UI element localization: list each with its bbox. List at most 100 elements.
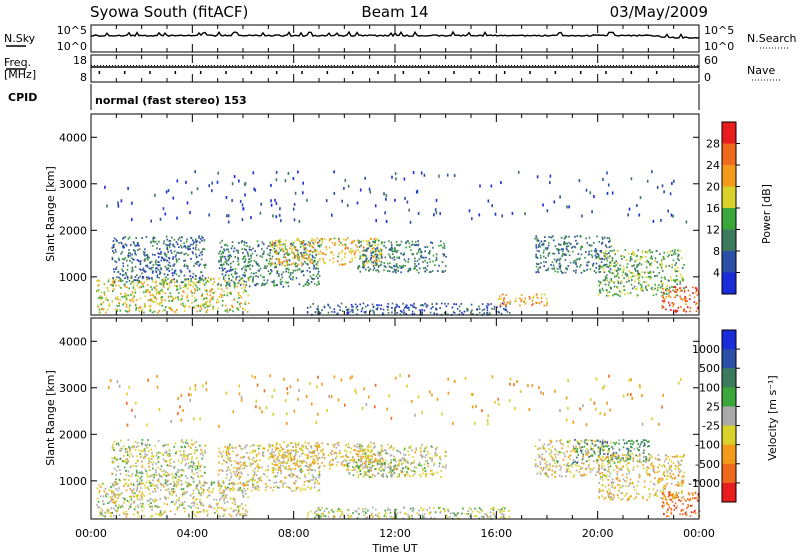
power-cell xyxy=(662,300,664,302)
power-cell xyxy=(389,266,391,268)
power-cell xyxy=(143,291,145,293)
power-cell xyxy=(311,238,313,240)
velocity-cell xyxy=(111,512,113,514)
power-cell xyxy=(561,237,563,239)
power-cell xyxy=(589,237,591,239)
power-cell xyxy=(274,245,276,247)
velocity-cell xyxy=(348,469,350,471)
nave-dot xyxy=(682,65,683,66)
velocity-cell xyxy=(329,462,331,464)
velocity-cell xyxy=(290,476,292,478)
power-cell xyxy=(113,288,115,290)
velocity-cell xyxy=(295,453,297,455)
power-cell xyxy=(680,290,682,292)
power-cell xyxy=(197,289,199,291)
velocity-cell xyxy=(170,458,172,460)
velocity-cell xyxy=(207,489,209,491)
power-cell xyxy=(335,242,337,244)
power-cell xyxy=(539,243,541,245)
velocity-cell xyxy=(164,460,166,462)
velocity-cell xyxy=(253,460,255,462)
velocity-cell xyxy=(222,470,224,472)
velocity-cell xyxy=(232,447,234,449)
power-cell xyxy=(173,265,175,267)
power-cell xyxy=(172,298,174,300)
power-cell xyxy=(104,292,106,294)
power-cell xyxy=(363,254,365,256)
velocity-cell xyxy=(196,488,198,490)
power-cell xyxy=(113,252,115,254)
velocity-cell xyxy=(188,482,190,484)
velocity-cell xyxy=(312,456,314,458)
velocity-cell xyxy=(224,486,226,488)
power-cell xyxy=(577,243,579,245)
velocity-cell xyxy=(216,510,218,512)
power-cell xyxy=(116,240,118,242)
power-cell xyxy=(244,248,246,250)
power-cell xyxy=(328,312,330,314)
velocity-cell xyxy=(214,512,216,514)
power-cell xyxy=(192,281,194,283)
power-cell xyxy=(343,239,345,241)
velocity-cell xyxy=(280,470,282,472)
power-cell xyxy=(98,284,100,286)
nave-dot xyxy=(178,65,179,66)
power-cell xyxy=(554,253,556,255)
power-cell xyxy=(168,264,170,266)
power-cell xyxy=(599,289,601,291)
velocity-cell xyxy=(156,455,158,457)
power-cell xyxy=(118,280,120,282)
power-cell xyxy=(616,270,618,272)
power-cell xyxy=(416,253,418,255)
power-cell xyxy=(667,285,669,287)
velocity-cell xyxy=(296,444,298,446)
velocity-cell xyxy=(217,507,219,509)
power-cell xyxy=(314,266,316,268)
power-cell xyxy=(595,272,597,274)
power-cell xyxy=(392,271,394,273)
nave-dot xyxy=(607,65,608,66)
power-cell xyxy=(291,245,293,247)
power-cell xyxy=(137,279,139,281)
power-cell xyxy=(569,242,571,244)
velocity-cell xyxy=(194,449,196,451)
power-cell xyxy=(689,294,691,296)
velocity-cell xyxy=(184,446,186,448)
velocity-cell xyxy=(171,501,173,503)
power-cell xyxy=(301,258,303,260)
power-cell xyxy=(112,258,114,260)
velocity-cell xyxy=(193,514,195,516)
velocity-cell xyxy=(298,443,300,445)
velocity-cell xyxy=(167,472,169,474)
power-cell xyxy=(139,287,141,289)
velocity-cell xyxy=(256,465,258,467)
velocity-cell xyxy=(103,495,105,497)
power-cell xyxy=(617,262,619,264)
power-cell xyxy=(221,295,223,297)
power-cell xyxy=(385,257,387,259)
velocity-cell xyxy=(141,479,143,481)
velocity-cell xyxy=(119,479,121,481)
power-cell xyxy=(285,179,287,182)
power-cell xyxy=(627,292,629,294)
power-cell xyxy=(606,289,608,291)
power-cell xyxy=(276,264,278,266)
velocity-cell xyxy=(166,481,168,483)
velocity-cell xyxy=(198,492,200,494)
nave-dot xyxy=(529,65,530,66)
power-cell xyxy=(647,271,649,273)
power-cell xyxy=(273,285,275,287)
power-cell xyxy=(164,278,166,280)
power-cell xyxy=(296,238,298,240)
velocity-cell xyxy=(258,489,260,491)
power-cell xyxy=(305,252,307,254)
velocity-cell xyxy=(336,456,338,458)
velocity-cell xyxy=(98,484,100,486)
velocity-cell xyxy=(265,489,267,491)
power-cell xyxy=(433,213,435,216)
power-cell xyxy=(263,251,265,253)
power-cell xyxy=(401,241,403,243)
power-cell xyxy=(351,306,353,308)
power-cell xyxy=(158,291,160,293)
power-cell xyxy=(345,246,347,248)
